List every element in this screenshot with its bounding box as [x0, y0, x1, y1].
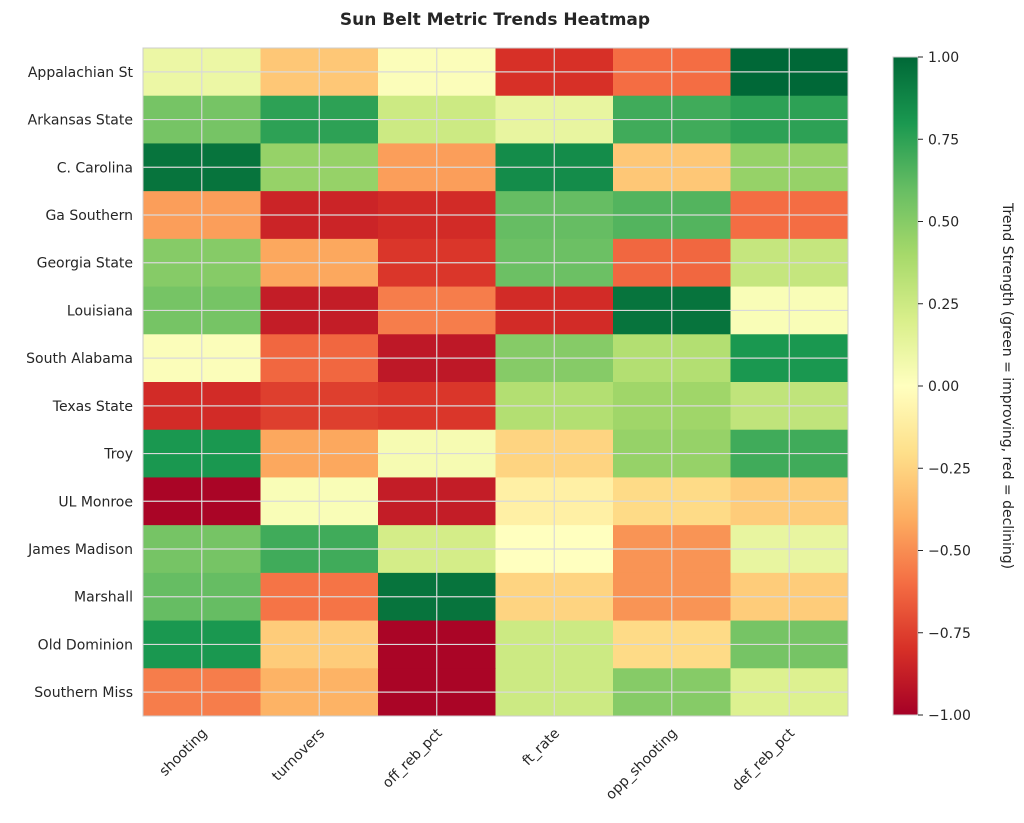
row-label: Troy	[103, 447, 133, 463]
column-label: def_reb_pct	[729, 725, 798, 794]
row-label: Georgia State	[37, 256, 133, 272]
row-label: James Madison	[27, 542, 133, 558]
colorbar-tick-label: 0.50	[928, 215, 959, 231]
grid-lines	[143, 48, 848, 716]
colorbar-tick-label: 0.00	[928, 379, 959, 395]
colorbar	[892, 56, 919, 716]
colorbar-tick-label: −1.00	[928, 708, 971, 724]
colorbar-ticks: 1.00 0.75 0.50 0.25 0.00 −0.25 −0.50 −0.75 −1.00	[918, 50, 971, 724]
heatmap-cells	[143, 48, 849, 717]
colorbar-tick-label: 1.00	[928, 50, 959, 66]
row-label: Marshall	[74, 590, 133, 606]
row-label: Old Dominion	[38, 637, 133, 653]
row-labels: Appalachian St Arkansas State C. Carolina G…	[26, 65, 133, 701]
row-label: Louisiana	[67, 303, 133, 319]
row-label: South Alabama	[26, 351, 133, 367]
column-label: ft_rate	[520, 726, 564, 770]
colorbar-tick-label: −0.25	[928, 461, 971, 477]
heatmap-frame	[142, 47, 849, 717]
row-label: C. Carolina	[57, 160, 133, 176]
row-label: Appalachian St	[28, 65, 134, 81]
colorbar-tick-label: −0.75	[928, 626, 971, 642]
colorbar-label: Trend Strength (green = improving, red =…	[999, 202, 1015, 569]
column-labels: shooting turnovers off_reb_pct ft_rate opp_s…	[157, 725, 799, 803]
column-label: opp_shooting	[603, 726, 681, 804]
column-label: off_reb_pct	[380, 725, 446, 791]
row-label: Ga Southern	[45, 208, 133, 224]
row-label: Texas State	[52, 399, 133, 415]
row-label: Southern Miss	[34, 685, 133, 701]
chart-title: Sun Belt Metric Trends Heatmap	[340, 10, 650, 30]
column-label: shooting	[157, 726, 211, 780]
row-label: Arkansas State	[28, 113, 133, 129]
colorbar-tick-label: 0.75	[928, 132, 959, 148]
row-label: UL Monroe	[58, 494, 133, 510]
colorbar-tick-label: −0.50	[928, 544, 971, 560]
column-label: turnovers	[269, 726, 328, 785]
colorbar-tick-label: 0.25	[928, 297, 959, 313]
